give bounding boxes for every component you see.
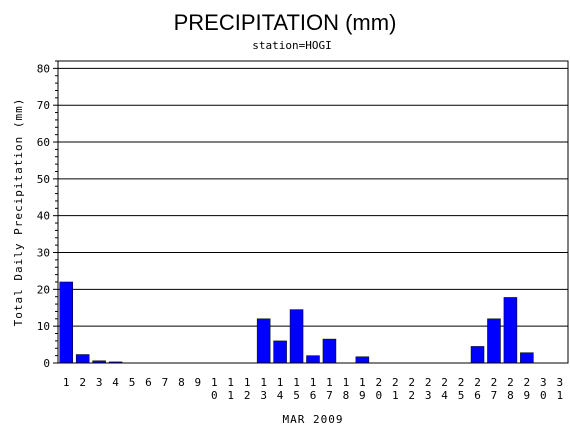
bar-day-13 — [256, 318, 271, 364]
y-tick-label: 60 — [37, 136, 50, 149]
bar-day-28 — [503, 297, 518, 364]
grid-lines — [58, 67, 568, 327]
x-tick-label: 2 — [79, 376, 86, 389]
bar-day-2 — [75, 354, 90, 364]
plot-frame — [57, 60, 569, 364]
x-tick-label: 3 — [96, 376, 103, 389]
x-tick-label: 5 — [129, 376, 136, 389]
y-tick-label: 30 — [37, 247, 50, 260]
y-tick-label: 0 — [43, 357, 50, 370]
y-tick-label: 70 — [37, 99, 50, 112]
bar-day-14 — [273, 340, 287, 364]
bar-day-29 — [520, 352, 534, 364]
chart-subtitle: station=HOGI — [252, 39, 331, 52]
chart-title: PRECIPITATION (mm) — [174, 10, 397, 35]
y-tick-label: 50 — [37, 173, 50, 186]
y-tick-label: 20 — [37, 283, 50, 296]
bar-day-15 — [289, 309, 304, 364]
x-tick-label: 9 — [195, 376, 202, 389]
x-tick-label: 8 — [178, 376, 185, 389]
bar-day-17 — [322, 338, 337, 364]
x-tick-label: 7 — [162, 376, 169, 389]
y-tick-label: 40 — [37, 210, 50, 223]
y-tick-label: 80 — [37, 62, 50, 75]
bars — [59, 281, 534, 364]
x-axis-label: MAR 2009 — [283, 413, 344, 426]
y-axis-label: Total Daily Precipitation (mm) — [12, 98, 25, 327]
x-tick-label: 1 — [63, 376, 70, 389]
x-tick-label: 4 — [112, 376, 119, 389]
y-ticks: 0 10 20 30 40 50 60 70 80 — [37, 60, 58, 370]
bar-day-19 — [355, 356, 370, 364]
bar-day-1 — [59, 281, 73, 364]
bar-day-27 — [487, 318, 501, 364]
y-tick-label: 10 — [37, 320, 50, 333]
bar-day-16 — [306, 355, 320, 364]
x-tick-label: 6 — [145, 376, 152, 389]
x-ticks: 1 2 3 4 5 6 7 8 9 1 01 11 21 31 41 51 61 71 81 92 02 12 22 32 42… — [63, 376, 563, 402]
bar-day-26 — [470, 346, 485, 364]
